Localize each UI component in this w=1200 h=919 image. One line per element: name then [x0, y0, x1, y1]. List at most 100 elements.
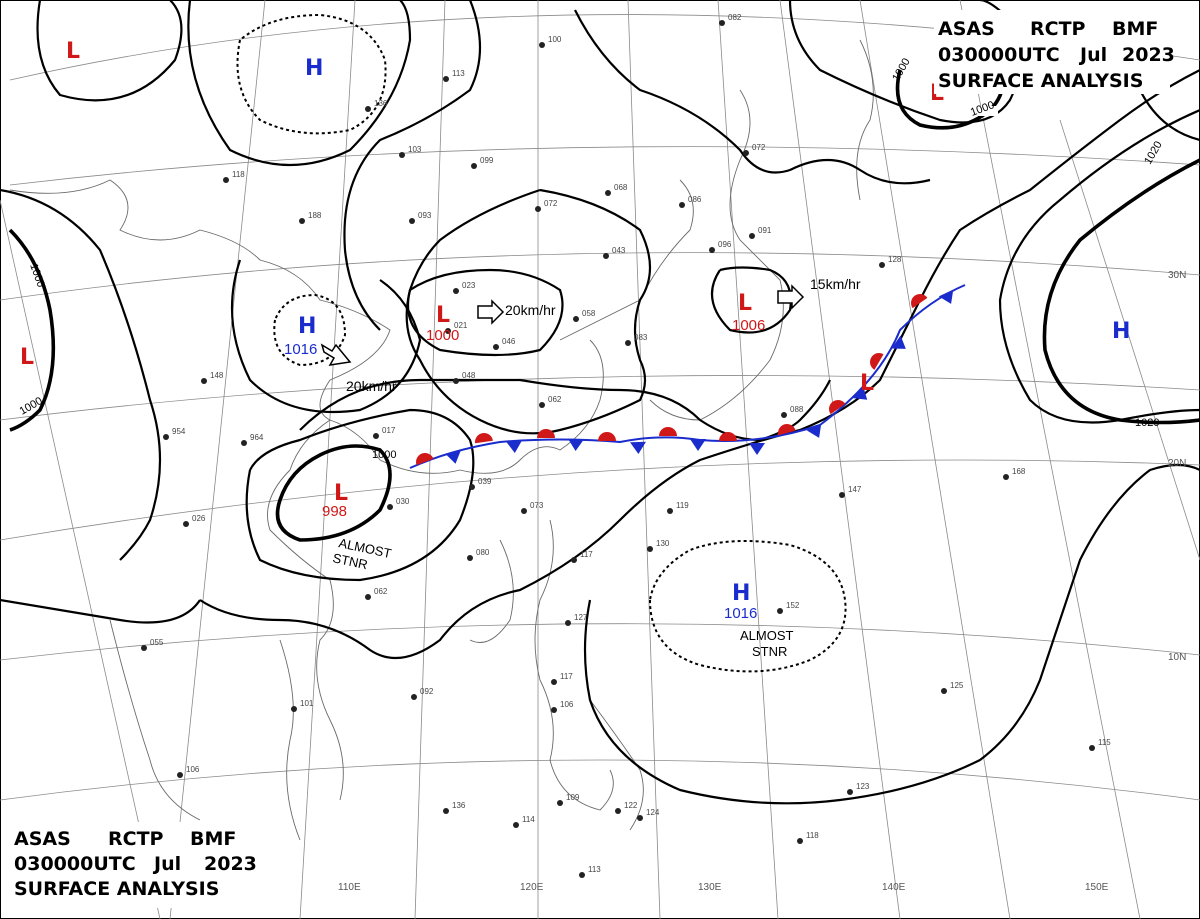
station-pressure-value: 125: [950, 681, 964, 690]
station-marker: [551, 679, 557, 685]
cold-front-symbol: [891, 335, 906, 349]
station-marker: [299, 218, 305, 224]
cold-front-symbol: [568, 438, 584, 451]
station-pressure-value: 099: [480, 156, 494, 165]
lon-label-110e: 110E: [338, 882, 361, 893]
lon-label-140e: 140E: [882, 882, 906, 893]
warm-front-symbol: [659, 427, 677, 436]
motion-arrow-l1000: [477, 299, 505, 325]
station-marker: [647, 546, 653, 552]
station-marker: [539, 402, 545, 408]
high-1016-se-pressure: 1016: [724, 605, 757, 622]
station-pressure-value: 113: [588, 865, 601, 874]
low-998-pressure: 998: [322, 503, 347, 520]
meridian-130e: [717, 0, 779, 919]
isobars: [0, 0, 1200, 805]
low-1000-c: L: [436, 303, 450, 328]
station-pressure-value: 092: [420, 687, 434, 696]
header-top-month: Jul: [1078, 44, 1107, 66]
header-top: ASAS RCTP BMF 030000UTC Jul 2023 SURFACE…: [934, 10, 1175, 94]
station-pressure-value: 130: [656, 539, 670, 548]
station-pressure-value: 091: [758, 226, 772, 235]
isobar-label-1000-w: 1000: [27, 262, 47, 289]
warm-front-symbol: [829, 400, 846, 415]
meridian-150e: [959, 0, 1141, 919]
cold-front-symbol: [445, 450, 461, 464]
station-pressure-value: 954: [172, 427, 186, 436]
station-marker: [777, 608, 783, 614]
isobar-dashed-h1016: [273, 293, 347, 367]
station-marker: [141, 645, 147, 651]
low-1006: L: [738, 291, 752, 316]
station-marker: [411, 694, 417, 700]
parallel-20n: [0, 459, 1200, 541]
parallel-30n: [0, 252, 1200, 301]
stationary-front: [409, 284, 966, 469]
station-marker: [847, 789, 853, 795]
station-marker: [551, 707, 557, 713]
station-pressure-value: 068: [614, 183, 628, 192]
isobar-1000-w: [8, 228, 56, 432]
header-top-time: 030000UTC: [938, 44, 1060, 66]
station-pressure-value: 147: [848, 485, 862, 494]
station-marker: [365, 106, 371, 112]
station-pressure-value: 117: [580, 550, 593, 559]
station-marker: [749, 233, 755, 239]
station-pressure-value: 023: [462, 281, 476, 290]
warm-front-symbol: [537, 429, 555, 438]
station-pressure-value: 109: [566, 793, 580, 802]
cold-front-symbol: [806, 423, 822, 438]
station-marker: [513, 822, 519, 828]
station-pressure-value: 119: [676, 501, 689, 510]
station-marker: [625, 340, 631, 346]
station-pressure-value: 128: [888, 255, 902, 264]
station-marker: [603, 253, 609, 259]
station-marker: [579, 872, 585, 878]
lat-label-30n: 30N: [1168, 270, 1186, 281]
station-marker: [409, 218, 415, 224]
station-pressure-value: 152: [786, 601, 800, 610]
station-marker: [719, 20, 725, 26]
station-marker: [781, 412, 787, 418]
station-marker: [797, 838, 803, 844]
header-bottom-code3: BMF: [190, 828, 236, 850]
station-marker: [177, 772, 183, 778]
isobar-label-1000-ne: 1000: [890, 56, 913, 83]
warm-front-symbol: [719, 432, 737, 441]
station-marker: [557, 800, 563, 806]
isobar-1020-e: [998, 108, 1200, 424]
high-1016-se-status-1: ALMOST: [740, 628, 794, 643]
station-marker: [469, 484, 475, 490]
station-pressure-value: 062: [548, 395, 562, 404]
cold-front-symbol: [749, 443, 765, 455]
station-marker: [223, 177, 229, 183]
station-marker: [373, 433, 379, 439]
station-marker: [183, 521, 189, 527]
lon-label-130e: 130E: [698, 882, 722, 893]
lon-label-120e: 120E: [520, 882, 544, 893]
station-pressure-value: 080: [476, 548, 490, 557]
station-marker: [573, 316, 579, 322]
station-marker: [615, 808, 621, 814]
station-pressure-value: 046: [502, 337, 516, 346]
station-marker: [709, 247, 715, 253]
coordinate-labels: 110E 120E 130E 140E 150E 30N 20N 10N: [338, 270, 1186, 893]
station-pressure-value: 188: [308, 211, 322, 220]
warm-front-symbol: [598, 432, 616, 441]
high-1016-w: H: [298, 314, 316, 339]
station-marker: [743, 150, 749, 156]
isobar-label-1000-sw: 1000: [18, 395, 45, 418]
station-pressure-value: 136: [452, 801, 466, 810]
low-front: L: [860, 371, 874, 396]
station-pressure-value: 072: [752, 143, 766, 152]
station-pressure-value: 127: [574, 613, 588, 622]
cold-front-symbol: [852, 385, 868, 400]
warm-front-symbol: [911, 294, 928, 309]
lat-label-20n: 20N: [1168, 458, 1186, 469]
station-pressure-value: 123: [856, 782, 870, 791]
header-top-code3: BMF: [1112, 18, 1158, 40]
station-marker: [445, 328, 451, 334]
